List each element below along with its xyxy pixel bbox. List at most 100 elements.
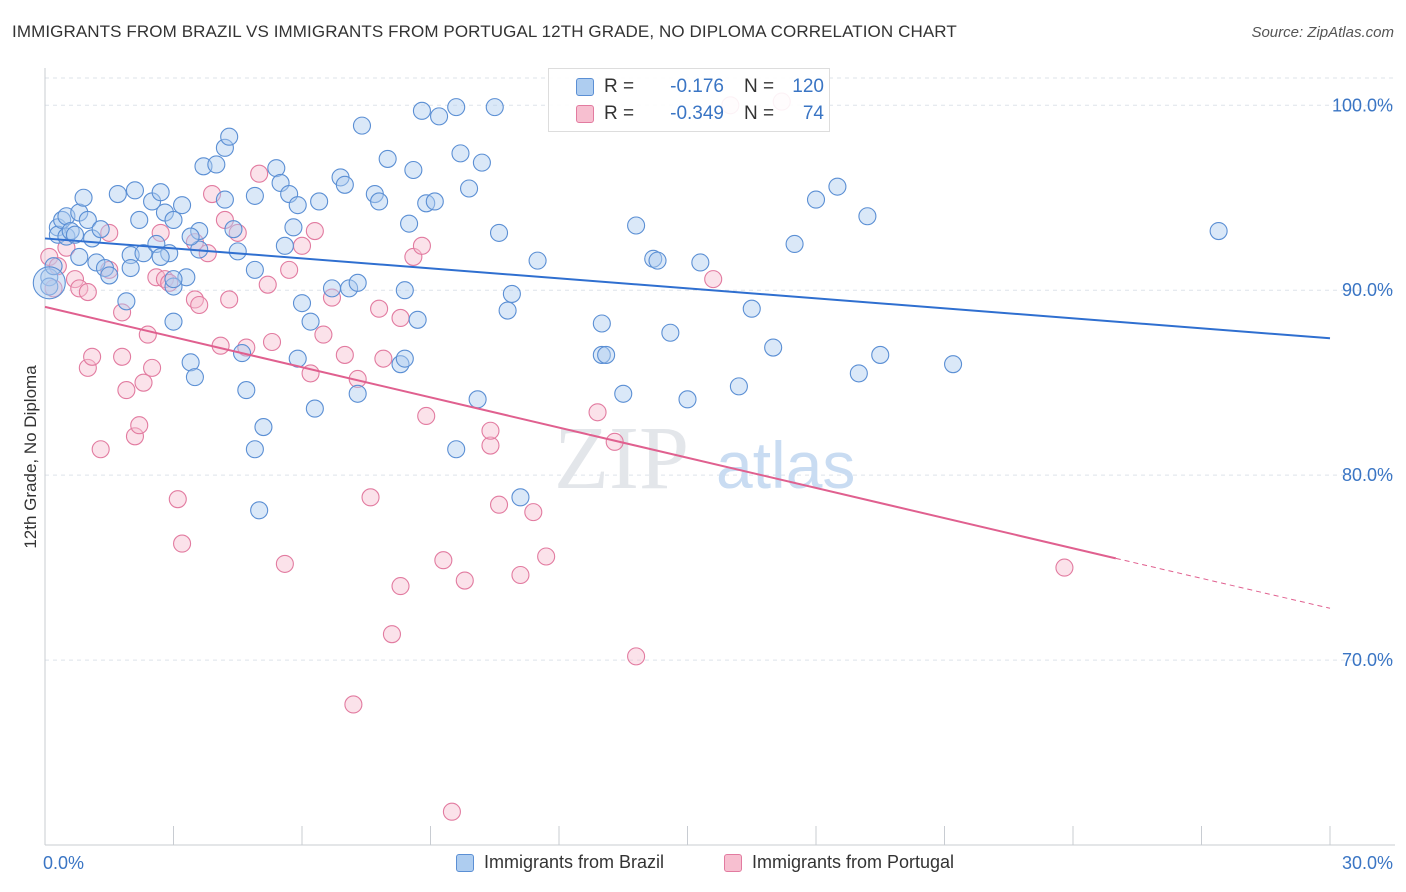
portugal-point xyxy=(91,440,110,459)
brazil-point xyxy=(245,260,264,279)
y-tick-label: 90.0% xyxy=(1342,280,1393,300)
portugal-point xyxy=(78,358,97,377)
brazil-point xyxy=(164,210,183,229)
portugal-point xyxy=(524,503,543,522)
stats-box: R = -0.176 N = 120 R = -0.349 N = 74 xyxy=(548,68,830,132)
portugal-point xyxy=(344,695,363,714)
brazil-point xyxy=(190,221,209,241)
brazil-point xyxy=(151,247,170,266)
brazil-point xyxy=(871,345,890,364)
brazil-point xyxy=(40,268,59,287)
portugal-point xyxy=(280,260,299,279)
brazil-point xyxy=(451,144,470,163)
brazil-point xyxy=(447,440,466,459)
portugal-point xyxy=(134,373,153,392)
portugal-point xyxy=(262,332,282,352)
stats-row-brazil: R = -0.176 N = 120 xyxy=(549,74,824,100)
tick-labels: 70.0% 80.0% 90.0% 100.0% 0.0% 30.0% xyxy=(43,95,1393,873)
y-tick-label: 80.0% xyxy=(1342,465,1393,485)
legend-brazil[interactable]: Immigrants from Brazil xyxy=(456,852,664,873)
brazil-point xyxy=(395,281,414,300)
portugal-point xyxy=(1055,558,1074,577)
brazil-point xyxy=(597,345,616,364)
brazil-point xyxy=(74,188,93,207)
brazil-point xyxy=(284,218,303,237)
portugal-point xyxy=(391,308,410,328)
portugal-point xyxy=(143,358,162,377)
brazil-point xyxy=(164,270,183,289)
brazil-point xyxy=(40,277,59,296)
brazil-point xyxy=(305,399,324,418)
brazil-point xyxy=(228,242,247,261)
portugal-point xyxy=(220,290,239,309)
portugal-point xyxy=(481,421,500,440)
brazil-n-label: N = xyxy=(744,76,775,97)
legend-portugal-swatch xyxy=(724,853,742,872)
portugal-n-value: 74 xyxy=(802,103,824,124)
brazil-point xyxy=(785,234,804,254)
portugal-r-label: R = xyxy=(604,103,635,124)
portugal-point xyxy=(173,534,192,553)
brazil-point xyxy=(44,257,63,276)
brazil-point xyxy=(412,101,431,120)
brazil-point xyxy=(245,186,264,205)
brazil-point xyxy=(70,247,89,266)
portugal-point xyxy=(130,416,149,435)
brazil-point xyxy=(335,175,354,194)
brazil-point xyxy=(468,390,487,409)
brazil-point xyxy=(858,207,877,226)
brazil-point xyxy=(395,349,414,368)
brazil-point xyxy=(275,236,294,255)
portugal-point xyxy=(190,295,209,315)
brazil-point xyxy=(32,266,66,300)
brazil-point xyxy=(691,253,710,272)
portugal-point xyxy=(65,270,85,289)
brazil-point xyxy=(764,338,783,357)
brazil-point xyxy=(592,314,611,333)
portugal-point xyxy=(391,577,410,596)
brazil-point xyxy=(944,355,963,374)
brazil-point xyxy=(301,312,320,331)
portugal-point xyxy=(113,303,132,322)
brazil-point xyxy=(220,127,239,146)
brazil-point xyxy=(729,377,748,396)
portugal-point xyxy=(275,554,294,573)
axes xyxy=(44,68,1395,846)
portugal-point xyxy=(481,436,500,455)
portugal-point xyxy=(258,275,277,294)
brazil-point xyxy=(828,177,847,196)
portugal-point xyxy=(83,347,102,366)
portugal-point xyxy=(537,547,556,566)
brazil-point xyxy=(528,251,547,270)
brazil-point xyxy=(485,98,504,117)
portugal-point xyxy=(292,236,312,255)
legend-portugal[interactable]: Immigrants from Portugal xyxy=(724,852,954,873)
brazil-point xyxy=(627,216,646,235)
brazil-r-value: -0.176 xyxy=(670,76,724,97)
portugal-point xyxy=(382,625,402,644)
brazil-point xyxy=(267,159,286,178)
brazil-point xyxy=(134,244,153,263)
brazil-swatch xyxy=(576,78,594,96)
portugal-point xyxy=(125,427,144,446)
watermark: ZIP atlas xyxy=(554,409,855,508)
watermark-atlas: atlas xyxy=(716,428,855,502)
brazil-point xyxy=(185,368,204,387)
grid-lines xyxy=(45,77,1395,661)
portugal-n-label: N = xyxy=(744,103,775,124)
brazil-point xyxy=(117,292,136,311)
x-tick-label: 30.0% xyxy=(1342,853,1393,873)
portugal-point xyxy=(113,347,132,366)
brazil-r-label: R = xyxy=(604,76,635,97)
brazil-point xyxy=(322,279,342,298)
portugal-point xyxy=(374,349,393,368)
brazil-point xyxy=(378,149,397,168)
portugal-point xyxy=(322,288,342,307)
brazil-point xyxy=(408,310,427,329)
brazil-point xyxy=(430,107,449,126)
brazil-point xyxy=(489,223,509,242)
brazil-point xyxy=(215,138,234,157)
portugal-point xyxy=(78,283,97,302)
brazil-point xyxy=(125,181,144,200)
